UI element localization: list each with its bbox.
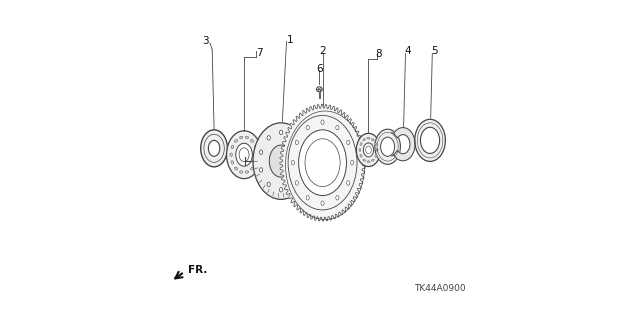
Ellipse shape (312, 154, 321, 168)
Ellipse shape (371, 159, 374, 161)
Ellipse shape (231, 161, 234, 164)
Ellipse shape (415, 119, 445, 161)
Ellipse shape (306, 196, 309, 200)
Ellipse shape (363, 159, 365, 161)
Ellipse shape (321, 120, 324, 124)
Text: FR.: FR. (188, 265, 207, 275)
Ellipse shape (321, 201, 324, 205)
Ellipse shape (250, 167, 253, 170)
Text: 8: 8 (376, 49, 382, 59)
Ellipse shape (306, 125, 309, 130)
Polygon shape (280, 104, 365, 221)
Ellipse shape (367, 161, 370, 163)
Ellipse shape (239, 171, 243, 173)
Ellipse shape (245, 136, 249, 139)
Ellipse shape (420, 127, 440, 153)
Ellipse shape (234, 167, 237, 170)
Ellipse shape (347, 181, 350, 185)
Ellipse shape (371, 139, 374, 141)
Ellipse shape (367, 137, 370, 139)
Text: 4: 4 (404, 46, 411, 56)
Ellipse shape (245, 171, 249, 173)
Ellipse shape (209, 140, 220, 156)
Ellipse shape (292, 182, 295, 187)
Ellipse shape (201, 130, 227, 167)
Ellipse shape (256, 153, 259, 157)
Ellipse shape (375, 143, 377, 145)
Ellipse shape (359, 149, 361, 151)
Ellipse shape (280, 130, 283, 135)
Text: TK44A0900: TK44A0900 (414, 284, 465, 293)
Ellipse shape (363, 139, 365, 141)
Ellipse shape (267, 182, 270, 187)
Ellipse shape (254, 145, 257, 149)
Text: 5: 5 (431, 46, 438, 56)
Text: 3: 3 (202, 36, 209, 47)
Ellipse shape (253, 123, 309, 199)
Ellipse shape (295, 140, 298, 145)
Ellipse shape (360, 143, 362, 145)
Ellipse shape (291, 160, 294, 165)
Text: 7: 7 (256, 48, 262, 58)
Ellipse shape (295, 181, 298, 185)
Text: 2: 2 (319, 46, 326, 56)
Ellipse shape (375, 129, 401, 164)
Ellipse shape (317, 87, 322, 92)
Ellipse shape (336, 196, 339, 200)
Ellipse shape (375, 154, 377, 157)
Ellipse shape (364, 143, 374, 157)
Ellipse shape (239, 136, 243, 139)
Text: 1: 1 (286, 35, 293, 45)
Ellipse shape (360, 154, 362, 157)
Polygon shape (394, 128, 415, 161)
Ellipse shape (300, 150, 303, 154)
Ellipse shape (292, 136, 295, 140)
Ellipse shape (259, 168, 262, 172)
Ellipse shape (250, 139, 253, 142)
Ellipse shape (227, 131, 262, 179)
Text: 6: 6 (316, 63, 323, 74)
Ellipse shape (376, 149, 378, 151)
Ellipse shape (299, 130, 346, 196)
Ellipse shape (236, 143, 252, 166)
Ellipse shape (356, 133, 381, 167)
Ellipse shape (267, 136, 270, 140)
Ellipse shape (234, 139, 237, 142)
Ellipse shape (336, 125, 339, 130)
Ellipse shape (280, 188, 283, 192)
Ellipse shape (300, 168, 303, 172)
Ellipse shape (351, 160, 354, 165)
Ellipse shape (259, 150, 262, 154)
Ellipse shape (254, 161, 257, 164)
Ellipse shape (230, 153, 232, 157)
Ellipse shape (347, 140, 350, 145)
Ellipse shape (231, 145, 234, 149)
Ellipse shape (269, 145, 293, 177)
Ellipse shape (381, 137, 395, 156)
